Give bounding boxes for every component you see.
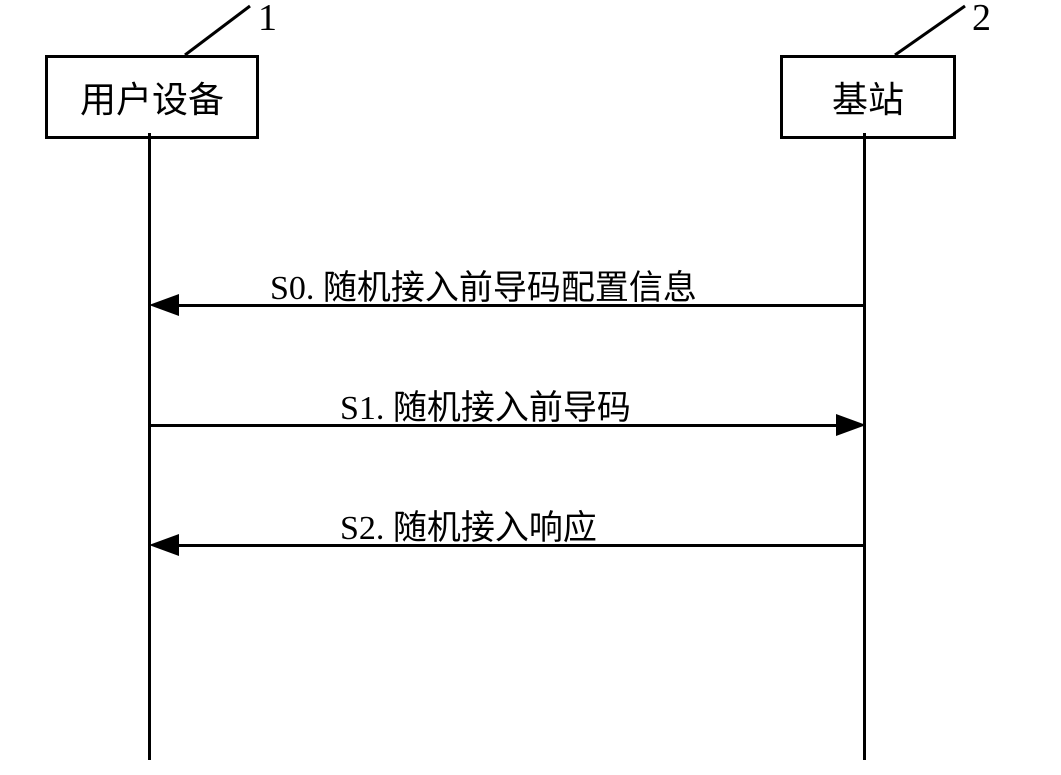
message-s0-arrowhead — [149, 294, 179, 316]
participant-bs-box: 基站 — [780, 55, 956, 139]
participant-ue-number: 1 — [258, 0, 277, 40]
message-s1-label: S1. 随机接入前导码 — [340, 380, 631, 429]
message-s1-arrowhead — [836, 414, 866, 436]
participant-bs-label: 基站 — [832, 71, 904, 123]
message-s2-line — [174, 544, 866, 547]
message-s0-line — [174, 304, 866, 307]
message-s0-label: S0. 随机接入前导码配置信息 — [270, 260, 697, 309]
lifeline-bs — [863, 133, 866, 760]
lifeline-ue — [148, 133, 151, 760]
message-s2-label: S2. 随机接入响应 — [340, 500, 597, 549]
participant-ue-label: 用户设备 — [80, 71, 224, 123]
message-s1-line — [149, 424, 841, 427]
message-s2-arrowhead — [149, 534, 179, 556]
sequence-diagram: 用户设备 基站 1 2 S0. 随机接入前导码配置信息 S1. 随机接入前导码 … — [0, 0, 1061, 775]
participant-ue-box: 用户设备 — [45, 55, 259, 139]
participant-bs-number: 2 — [972, 0, 991, 40]
